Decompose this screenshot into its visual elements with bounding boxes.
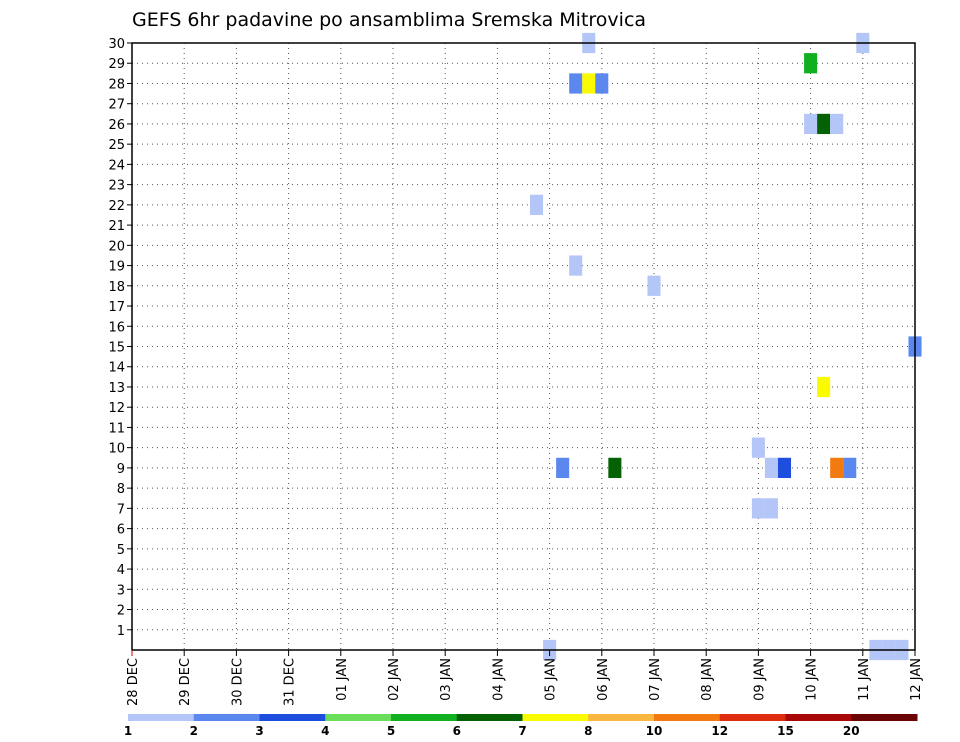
y-tick-label: 23 <box>108 179 125 194</box>
y-tick-label: 20 <box>108 239 125 254</box>
y-tick-label: 24 <box>108 158 125 173</box>
legend-label: 2 <box>190 724 198 738</box>
precip-cell <box>608 457 622 479</box>
color-legend: 1 2 3 4 5 6 7 8 10 12 15 20 <box>124 714 918 738</box>
precip-cell <box>804 53 818 74</box>
precip-cell <box>530 194 544 215</box>
x-tick-label: 02 JAN <box>387 658 402 701</box>
y-tick-label: 7 <box>117 502 125 517</box>
x-tick-label: 31 DEC <box>283 658 298 706</box>
precip-cell <box>843 457 857 479</box>
legend-label: 4 <box>321 724 329 738</box>
legend-swatch <box>456 714 523 721</box>
legend-label: 12 <box>711 724 728 738</box>
x-tick-label: 29 DEC <box>178 658 193 706</box>
legend-label: 20 <box>843 724 860 738</box>
y-tick-label: 6 <box>117 523 125 538</box>
precip-cell <box>830 457 844 479</box>
x-tick-label: 11 JAN <box>857 658 872 701</box>
legend-swatch <box>259 714 326 721</box>
legend-swatch <box>588 714 655 721</box>
x-tick-label: 07 JAN <box>648 658 663 701</box>
chart-title: GEFS 6hr padavine po ansamblima Sremska … <box>132 9 646 31</box>
y-tick-label: 3 <box>117 583 125 598</box>
x-tick-label: 08 JAN <box>700 658 715 701</box>
y-tick-label: 16 <box>108 320 125 335</box>
legend-label: 10 <box>646 724 663 738</box>
y-tick-label: 28 <box>108 77 125 92</box>
y-tick-label: 10 <box>108 442 125 457</box>
legend-label: 1 <box>124 724 132 738</box>
y-tick-label: 22 <box>108 199 125 214</box>
y-tick-label: 8 <box>117 482 125 497</box>
y-axis: 1234567891011121314151617181920212223242… <box>108 37 132 639</box>
precip-cell <box>556 457 570 479</box>
x-tick-label: 01 JAN <box>335 658 350 701</box>
precip-cell <box>817 376 831 398</box>
legend-swatch <box>325 714 392 721</box>
y-tick-label: 4 <box>117 563 125 578</box>
precip-cell <box>764 498 778 519</box>
x-tick-label: 28 DEC <box>126 658 141 706</box>
y-tick-label: 1 <box>117 624 125 639</box>
legend-swatch <box>654 714 721 721</box>
y-tick-label: 12 <box>108 401 125 416</box>
y-tick-label: 30 <box>108 37 125 52</box>
precip-cell <box>804 113 818 135</box>
precip-cell <box>817 113 831 135</box>
x-axis: 28 DEC 29 DEC 30 DEC 31 DEC 01 JAN 02 JAN 03 J… <box>126 650 924 706</box>
y-tick-label: 17 <box>108 300 125 315</box>
precip-cell <box>751 498 765 519</box>
legend-swatch <box>522 714 589 721</box>
precip-cell <box>647 275 661 296</box>
x-tick-label: 03 JAN <box>439 658 454 701</box>
y-tick-label: 25 <box>108 138 125 153</box>
y-tick-label: 19 <box>108 260 125 275</box>
legend-swatch <box>851 714 918 721</box>
legend-label: 8 <box>584 724 592 738</box>
x-tick-label: 06 JAN <box>596 658 611 701</box>
y-tick-label: 5 <box>117 543 125 558</box>
y-tick-label: 29 <box>108 57 125 72</box>
y-tick-label: 27 <box>108 98 125 113</box>
precip-cell <box>777 457 792 479</box>
y-tick-label: 2 <box>117 604 125 619</box>
x-tick-label: 05 JAN <box>544 658 559 701</box>
y-tick-label: 11 <box>108 421 125 436</box>
y-tick-label: 26 <box>108 118 125 133</box>
y-tick-label: 13 <box>108 381 125 396</box>
precip-cell <box>569 73 583 94</box>
y-tick-label: 15 <box>108 341 125 356</box>
x-tick-label: 12 JAN <box>909 658 924 701</box>
y-tick-label: 18 <box>108 280 125 295</box>
x-tick-label: 30 DEC <box>230 658 245 706</box>
x-tick-label: 10 JAN <box>805 658 820 701</box>
legend-swatch <box>128 714 195 721</box>
legend-swatch <box>391 714 458 721</box>
y-tick-label: 9 <box>117 462 125 477</box>
precip-cell <box>569 255 583 276</box>
y-tick-label: 14 <box>108 361 125 376</box>
grid-lines <box>132 43 915 650</box>
legend-label: 6 <box>453 724 461 738</box>
x-tick-label: 09 JAN <box>752 658 767 701</box>
legend-label: 3 <box>255 724 263 738</box>
precip-cell <box>751 437 765 458</box>
legend-swatch <box>719 714 786 721</box>
legend-swatch <box>193 714 260 721</box>
precip-cell <box>595 73 609 94</box>
legend-label: 5 <box>387 724 395 738</box>
y-tick-label: 21 <box>108 219 125 234</box>
precip-cell <box>764 457 778 479</box>
legend-label: 15 <box>777 724 794 738</box>
x-tick-label: 04 JAN <box>491 658 506 701</box>
precip-cell <box>582 73 596 94</box>
precip-cell <box>830 113 844 135</box>
legend-swatch <box>785 714 852 721</box>
legend-label: 7 <box>518 724 526 738</box>
